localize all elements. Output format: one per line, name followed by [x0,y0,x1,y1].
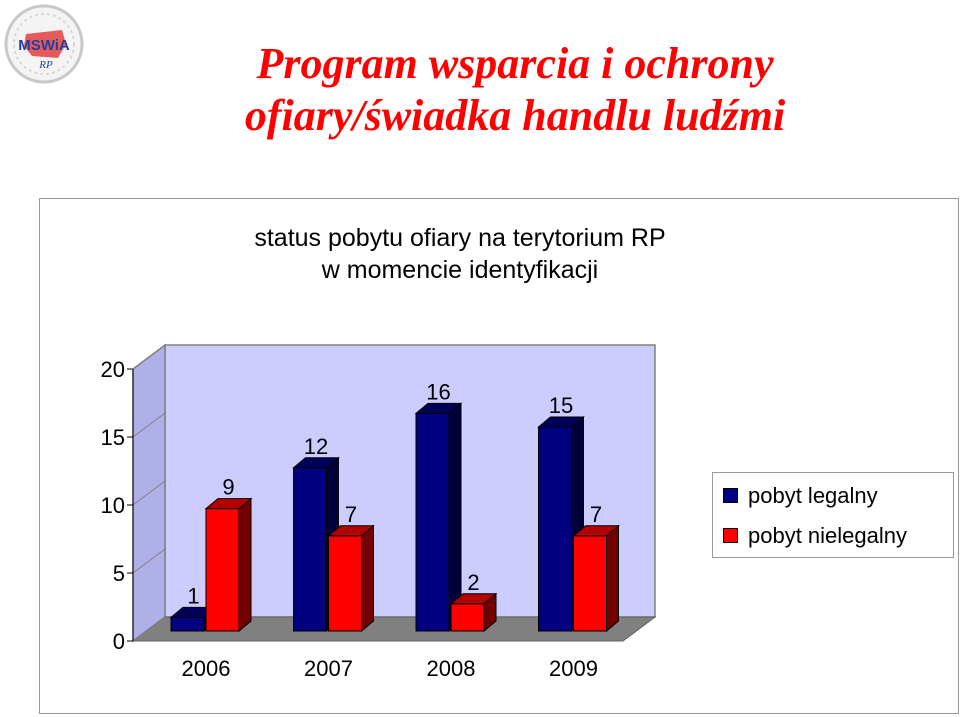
page-title-line-2: ofiary/świadka handlu ludźmi [244,91,786,140]
data-label-2006-legal: 1 [187,583,199,608]
x-tick-label: 2009 [549,656,598,681]
bar-top-2007-illegal [327,525,375,537]
y-depth-line [132,412,166,438]
x-tick-label: 2008 [427,656,476,681]
bar-2008-legal [415,412,450,632]
bar-top-2008-illegal [449,593,498,605]
logo-subtext: RP [38,59,53,71]
bar-top-2009-illegal [572,525,620,537]
y-tick-label: 20 [101,357,125,382]
bar-side-2009-illegal [606,524,619,633]
bar-top-2007-legal [292,457,340,469]
bar-2008-illegal [450,603,485,632]
y-depth-line [132,548,166,574]
legend-label-illegal: pobyt nielegalny [748,523,908,548]
chart-title-line-1: status pobytu ofiary na terytorium RP [254,224,666,252]
bar-top-2009-legal [537,416,585,428]
bar-top-2006-illegal [204,498,253,510]
chart-title-line-2: w momencie identyfikacji [321,256,599,284]
bar-2007-illegal [328,535,362,632]
bar-2006-illegal [205,508,240,632]
logo-text: MSWiA [18,37,70,54]
legend-label-legal: pobyt legalny [748,483,878,508]
page-title-line-1: Program wsparcia i ochrony [256,39,774,88]
y-tick-label: 15 [101,425,125,450]
legend-swatch-illegal [723,527,738,543]
bar-2009-legal [538,426,572,632]
bar-2007-legal [293,467,327,632]
x-tick-label: 2007 [304,656,353,681]
data-label-2009-illegal: 7 [590,502,602,527]
mswia-logo: MSWiA RP [4,4,84,84]
y-tick-label: 10 [101,493,125,518]
data-label-2008-illegal: 2 [467,570,479,595]
y-depth-line [132,616,166,642]
y-tick-label: 5 [113,561,125,586]
y-depth-line [132,344,166,370]
bar-top-2008-legal [414,402,463,414]
bar-side-2006-illegal [238,497,252,633]
x-tick-label: 2006 [182,656,231,681]
legend-item-illegal: pobyt nielegalny [723,523,907,549]
bar-2009-illegal [573,535,607,632]
chart-title: status pobytu ofiary na terytorium RP w … [180,222,740,286]
chart-legend: pobyt legalny pobyt nielegalny [712,472,954,558]
data-label-2009-legal: 15 [549,393,573,418]
page-title: Program wsparcia i ochrony ofiary/świadk… [90,38,940,142]
legend-item-legal: pobyt legalny [723,483,878,509]
y-depth-line [132,480,166,506]
y-tick-label: 0 [113,629,125,654]
data-label-2006-illegal: 9 [222,475,234,500]
data-label-2008-legal: 16 [426,379,450,404]
legend-swatch-legal [723,487,738,503]
data-label-2007-legal: 12 [304,434,328,459]
bar-side-2007-illegal [361,524,374,633]
data-label-2007-illegal: 7 [345,502,357,527]
bar-2006-legal [170,616,205,632]
